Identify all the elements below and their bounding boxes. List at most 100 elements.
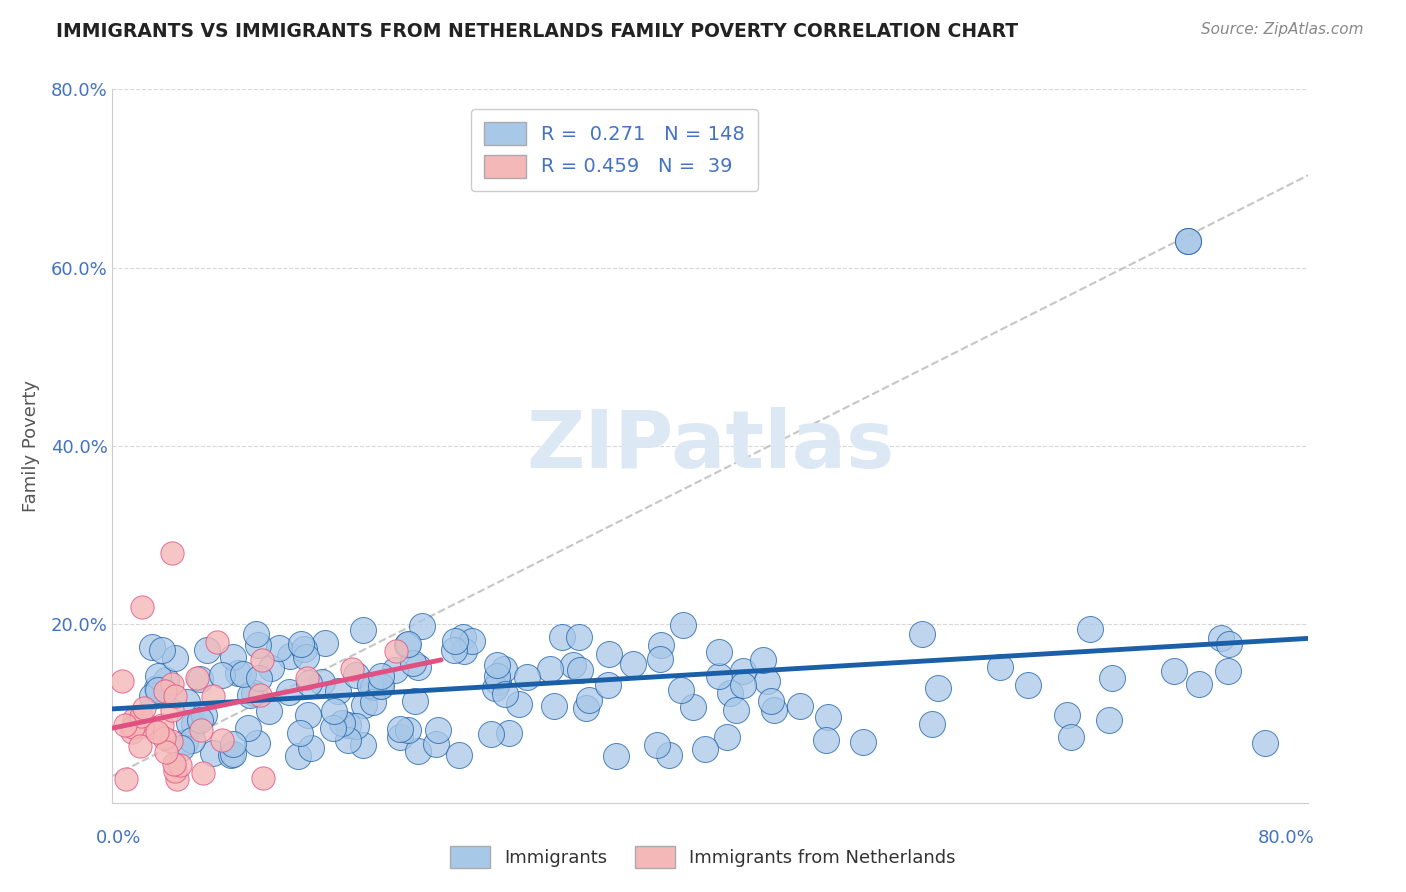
Text: 0.0%: 0.0% (96, 829, 141, 847)
Point (160, 734, 183, 748)
Point (222, 649, 245, 664)
Point (538, 662, 561, 676)
Point (141, 690, 163, 704)
Point (146, 724, 169, 739)
Point (1209, 632, 1232, 646)
Point (252, 771, 274, 785)
Point (232, 666, 254, 681)
Point (1101, 671, 1123, 685)
Point (562, 658, 585, 673)
Point (211, 668, 233, 682)
Point (165, 764, 187, 778)
Point (1253, 736, 1275, 750)
Point (647, 739, 669, 753)
Point (449, 748, 471, 763)
Point (927, 681, 949, 695)
Point (361, 680, 384, 694)
Point (139, 720, 162, 734)
Point (330, 716, 353, 731)
Point (1177, 234, 1199, 248)
Point (411, 619, 433, 633)
Point (425, 738, 447, 752)
Point (201, 689, 224, 703)
Point (247, 672, 270, 686)
Point (707, 669, 730, 683)
Point (222, 747, 245, 761)
Point (150, 642, 173, 657)
Point (226, 665, 249, 680)
Point (451, 630, 474, 644)
Point (131, 599, 153, 614)
Point (658, 747, 681, 762)
Point (287, 748, 309, 763)
Point (516, 670, 538, 684)
Point (336, 733, 359, 747)
Point (453, 644, 475, 658)
Point (122, 712, 145, 726)
Point (733, 678, 755, 692)
Point (260, 661, 283, 675)
Point (484, 681, 506, 695)
Point (486, 675, 509, 690)
Point (408, 660, 430, 674)
Point (246, 736, 269, 750)
Point (1216, 664, 1239, 678)
Y-axis label: Family Poverty: Family Poverty (21, 380, 39, 512)
Point (402, 657, 425, 671)
Point (370, 669, 392, 683)
Point (817, 710, 839, 724)
Point (1163, 664, 1185, 678)
Text: Source: ZipAtlas.com: Source: ZipAtlas.com (1201, 22, 1364, 37)
Point (155, 745, 177, 759)
Point (162, 546, 183, 560)
Point (298, 676, 321, 690)
Point (322, 705, 344, 719)
Point (921, 717, 943, 731)
Point (508, 697, 530, 711)
Point (176, 695, 198, 709)
Point (396, 638, 419, 652)
Point (396, 637, 419, 651)
Point (193, 708, 215, 723)
Point (278, 649, 301, 664)
Legend: R =  0.271   N = 148, R = 0.459   N =  39: R = 0.271 N = 148, R = 0.459 N = 39 (471, 110, 758, 191)
Point (295, 671, 318, 685)
Point (709, 645, 731, 659)
Point (114, 718, 136, 732)
Point (290, 637, 312, 651)
Point (247, 638, 270, 652)
Point (1017, 678, 1039, 692)
Point (718, 686, 741, 700)
Point (111, 673, 134, 688)
Point (353, 698, 375, 712)
Point (205, 635, 228, 649)
Point (290, 725, 312, 739)
Point (160, 703, 183, 717)
Point (155, 673, 177, 687)
Point (314, 635, 336, 649)
Point (121, 720, 143, 734)
Point (485, 669, 508, 683)
Point (1218, 637, 1240, 651)
Point (389, 730, 412, 744)
Point (148, 669, 170, 683)
Point (188, 713, 211, 727)
Point (1188, 677, 1211, 691)
Point (191, 766, 214, 780)
Point (578, 693, 600, 707)
Point (141, 640, 163, 654)
Point (166, 772, 188, 787)
Point (128, 739, 150, 754)
Point (724, 704, 747, 718)
Point (174, 735, 197, 749)
Point (551, 630, 574, 644)
Point (1177, 234, 1199, 248)
Point (479, 727, 502, 741)
Point (598, 647, 620, 661)
Point (299, 741, 322, 756)
Point (384, 663, 406, 677)
Point (789, 698, 811, 713)
Point (160, 677, 183, 691)
Point (129, 709, 152, 723)
Point (693, 742, 716, 756)
